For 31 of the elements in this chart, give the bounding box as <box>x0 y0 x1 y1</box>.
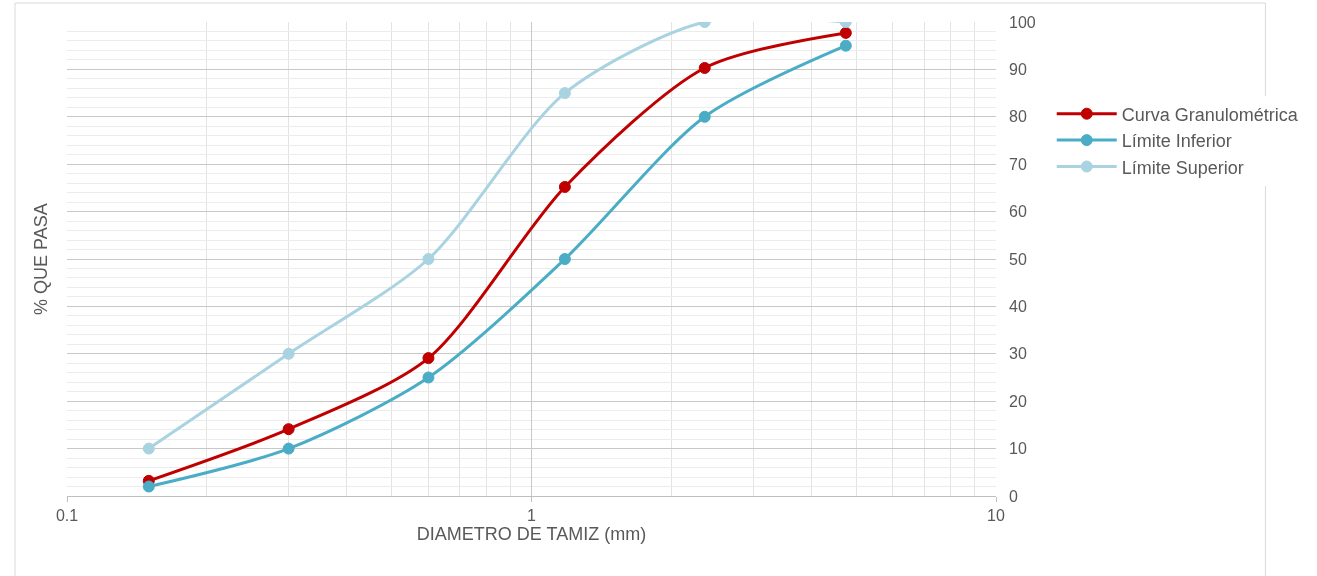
x-tick-label: 10 <box>987 507 1005 525</box>
legend-label: Límite Inferior <box>1121 131 1232 152</box>
point <box>839 26 852 39</box>
x-axis-title: DIAMETRO DE TAMIZ (mm) <box>416 524 647 545</box>
y-tick-label: 30 <box>1009 345 1027 363</box>
y-tick-label: 50 <box>1009 250 1027 268</box>
point <box>698 110 711 123</box>
point <box>698 61 711 74</box>
legend-label: Límite Superior <box>1121 157 1244 178</box>
y-tick-label: 70 <box>1009 155 1027 173</box>
y-tick-label: 60 <box>1009 203 1027 221</box>
point <box>142 442 155 455</box>
y-tick-label: 80 <box>1009 108 1027 126</box>
x-tick-label: 0.1 <box>55 507 79 525</box>
y-tick-label: 90 <box>1009 61 1027 78</box>
point <box>142 480 155 493</box>
legend-label: Curva Granulométrica <box>1121 104 1299 125</box>
point <box>422 352 435 365</box>
point <box>282 442 295 455</box>
y-tick-label: 100 <box>1009 13 1036 31</box>
point <box>282 423 295 436</box>
point <box>282 347 295 360</box>
point <box>422 371 435 384</box>
y-tick-label: 40 <box>1009 298 1027 315</box>
point <box>839 39 852 52</box>
point <box>422 253 435 265</box>
x-tick-label: 1 <box>527 507 537 525</box>
y-tick-label: 20 <box>1009 392 1027 410</box>
y-tick-label: 10 <box>1009 440 1027 458</box>
y-axis-title: % QUE PASA <box>31 203 51 315</box>
y-tick-label: 0 <box>1009 487 1018 505</box>
